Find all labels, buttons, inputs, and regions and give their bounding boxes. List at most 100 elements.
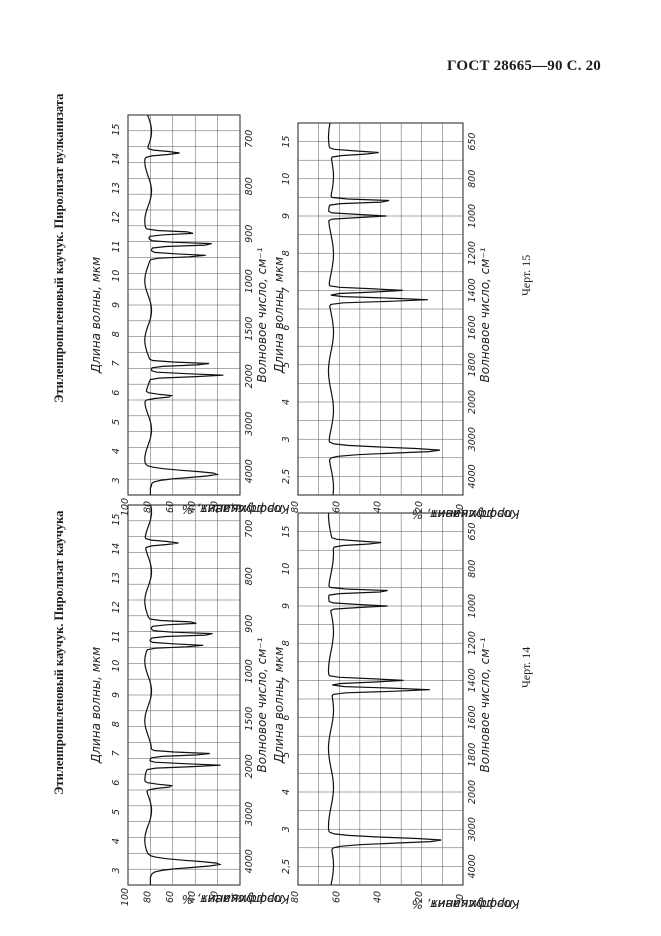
fig14-panel-a-transmission-tick: 40 — [187, 891, 198, 903]
fig15-panel-b-wavelength-tick: 10 — [281, 173, 292, 185]
fig14-panel-a-transmission-tick: 100 — [120, 888, 131, 906]
fig14-panel-b-wavelength-tick: 7 — [281, 677, 292, 683]
fig14-panel-a: 3456789101112131415400030002000150010009… — [111, 504, 255, 906]
fig14-panel-b-wavelength-tick: 9 — [281, 603, 292, 609]
fig15-panel-a-wavelength-tick: 10 — [111, 270, 122, 282]
fig14-panel-b-wavelength-tick: 5 — [281, 752, 292, 758]
fig14-panel-a-wavelength-tick: 8 — [111, 721, 122, 727]
fig-wavelength-axis-title: Длина волны, мкм — [89, 257, 103, 374]
fig14-panel-b-wavenumber-tick: 3000 — [467, 817, 478, 841]
fig14-panel-a-wavenumber-tick: 900 — [244, 615, 255, 633]
fig15-panel-b-wavelength-tick: 2,5 — [281, 469, 292, 484]
fig-transmission-axis-title-b: пропускания, % — [412, 897, 513, 911]
fig15-panel-a-wavelength-tick: 5 — [111, 419, 122, 425]
fig14-panel-a-wavelength-tick: 5 — [111, 809, 122, 815]
fig-transmission-axis-title: Коэффициент — [200, 502, 290, 516]
fig15-panel-b-wavelength-tick: 6 — [281, 325, 292, 331]
fig15-panel-b-wavenumber-tick: 2000 — [467, 390, 478, 414]
fig15-panel-a-wavelength-tick: 14 — [111, 153, 122, 165]
fig14-panel-b-wavelength-tick: 4 — [281, 789, 292, 795]
fig15-panel-a-transmission-tick: 20 — [210, 501, 221, 513]
fig14-panel-a-wavelength-tick: 4 — [111, 838, 122, 844]
fig14-panel-b-transmission-tick: 60 — [331, 891, 342, 903]
fig15-panel-b-wavenumber-tick: 3000 — [467, 427, 478, 451]
fig14-panel-b-wavelength-tick: 3 — [281, 826, 292, 832]
fig14-panel-a-wavenumber-tick: 2000 — [244, 754, 255, 778]
fig15-panel-b-transmission-tick: 0 — [455, 504, 466, 510]
fig15-panel-a-wavelength-tick: 4 — [111, 448, 122, 454]
fig15-panel-b-wavenumber-tick: 4000 — [467, 464, 478, 488]
fig14-panel-b: 2,5 3 4 5 6 7 8 9 10 15 4000 3000 2000 1800 1600 1400 12… — [281, 512, 478, 903]
fig14-panel-b-transmission-tick: 20 — [414, 891, 425, 903]
fig15-panel-b-wavelength-tick: 8 — [281, 250, 292, 256]
fig-transmission-axis-title: пропускания, % — [182, 502, 283, 516]
fig15-panel-a-transmission-tick: 100 — [120, 498, 131, 516]
fig14-panel-a-transmission-tick: 80 — [142, 891, 153, 903]
fig14-panel-b-wavelength-tick: 8 — [281, 640, 292, 646]
fig-wavenumber-axis-title-b: Волновое число, см⁻¹ — [478, 247, 492, 382]
fig15-panel-a-wavelength-tick: 13 — [111, 182, 122, 194]
fig15-panel-a-wavelength-tick: 6 — [111, 390, 122, 396]
fig15-panel-a-wavelength-tick: 11 — [111, 240, 122, 252]
fig-wavelength-axis-title: Длина волны, мкм — [89, 647, 103, 764]
fig15-panel-a-wavelength-tick: 12 — [111, 211, 122, 223]
fig14-panel-a-wavelength-tick: 6 — [111, 780, 122, 786]
fig14-panel-a-wavelength-tick: 9 — [111, 692, 122, 698]
fig14-panel-b-wavelength-tick: 2,5 — [281, 859, 292, 874]
fig14-panel-b-transmission-tick: 80 — [290, 891, 301, 903]
page-header: ГОСТ 28665—90 С. 20 — [447, 58, 601, 74]
fig15-panel-a-transmission-tick: 0 — [232, 504, 243, 510]
fig15-panel-a-wavenumber-tick: 1500 — [244, 317, 255, 341]
fig14-panel-a-wavenumber-tick: 1000 — [244, 659, 255, 683]
fig14-panel-b-wavelength-tick: 6 — [281, 715, 292, 721]
fig15-panel-a-wavenumber-tick: 3000 — [244, 412, 255, 436]
fig14-panel-b-wavenumber-tick: 650 — [467, 523, 478, 541]
fig15-panel-a-wavelength-tick: 7 — [111, 360, 122, 366]
fig15-panel-a-transmission-tick: 80 — [142, 501, 153, 513]
fig-wavelength-axis-title-b: Длина волны, мкм — [272, 257, 286, 374]
fig15-panel-a: 3456789101112131415400030002000150010009… — [111, 114, 255, 516]
fig-transmission-axis-title-b: Коэффициент — [430, 507, 520, 521]
fig15-panel-b-wavenumber-tick: 1800 — [467, 353, 478, 377]
fig15-panel-b-wavenumber-tick: 1600 — [467, 316, 478, 340]
fig14-panel-b-spectrum-line — [327, 512, 442, 886]
fig15-panel-b-wavenumber-tick: 650 — [467, 133, 478, 151]
fig14-panel-a-wavenumber-tick: 3000 — [244, 802, 255, 826]
fig14-panel-b-transmission-tick: 40 — [373, 891, 384, 903]
fig15-panel-a-transmission-tick: 40 — [187, 501, 198, 513]
fig14-panel-a-transmission-tick: 20 — [210, 891, 221, 903]
fig15-panel-b: 2,5 3 4 5 6 7 8 9 10 15 4000 3000 2000 1800 1600 1400 12… — [281, 122, 478, 513]
fig15-panel-b-wavenumber-tick: 800 — [467, 170, 478, 188]
fig15-panel-b-wavelength-tick: 5 — [281, 362, 292, 368]
fig15-panel-a-wavenumber-tick: 700 — [244, 130, 255, 148]
fig15-panel-b-wavenumber-tick: 1400 — [467, 278, 478, 302]
fig15-panel-b-wavelength-tick: 7 — [281, 287, 292, 293]
fig14-panel-a-wavelength-tick: 11 — [111, 630, 122, 642]
fig14-panel-b-wavenumber-tick: 1400 — [467, 668, 478, 692]
fig14-panel-b-wavelength-tick: 15 — [281, 526, 292, 538]
fig14-panel-b-wavelength-tick: 10 — [281, 563, 292, 575]
fig15-panel-a-wavenumber-tick: 1000 — [244, 269, 255, 293]
fig14-panel-a-wavelength-tick: 13 — [111, 572, 122, 584]
fig-transmission-axis-title-b: Коэффициент — [430, 897, 520, 911]
fig15-panel-b-wavenumber-tick: 1000 — [467, 204, 478, 228]
fig15-panel-a-wavenumber-tick: 4000 — [244, 459, 255, 483]
fig-wavenumber-axis-title-b: Волновое число, см⁻¹ — [478, 637, 492, 772]
fig14-panel-b-wavenumber-tick: 1600 — [467, 706, 478, 730]
fig14-panel-b-wavenumber-tick: 2000 — [467, 780, 478, 804]
fig15-panel-b-wavelength-tick: 9 — [281, 213, 292, 219]
fig15-panel-b-transmission-tick: 40 — [373, 501, 384, 513]
fig15-panel-b-spectrum-line — [327, 122, 441, 496]
fig15-panel-a-wavelength-tick: 9 — [111, 302, 122, 308]
fig15-panel-b-wavenumber-tick: 1200 — [467, 241, 478, 265]
fig14-panel-a-wavenumber-tick: 4000 — [244, 849, 255, 873]
fig14-panel-b-wavenumber-tick: 1800 — [467, 743, 478, 767]
fig15-panel-b-transmission-tick: 60 — [331, 501, 342, 513]
fig15-panel-a-spectrum-line — [144, 114, 224, 495]
fig-wavenumber-axis-title: Волновое число, см⁻¹ — [255, 637, 269, 772]
fig14-panel-a-wavelength-tick: 12 — [111, 601, 122, 613]
fig15-panel-a-wavelength-tick: 8 — [111, 331, 122, 337]
fig15-panel-a-wavenumber-tick: 2000 — [244, 364, 255, 388]
fig14-panel-b-wavenumber-tick: 800 — [467, 560, 478, 578]
